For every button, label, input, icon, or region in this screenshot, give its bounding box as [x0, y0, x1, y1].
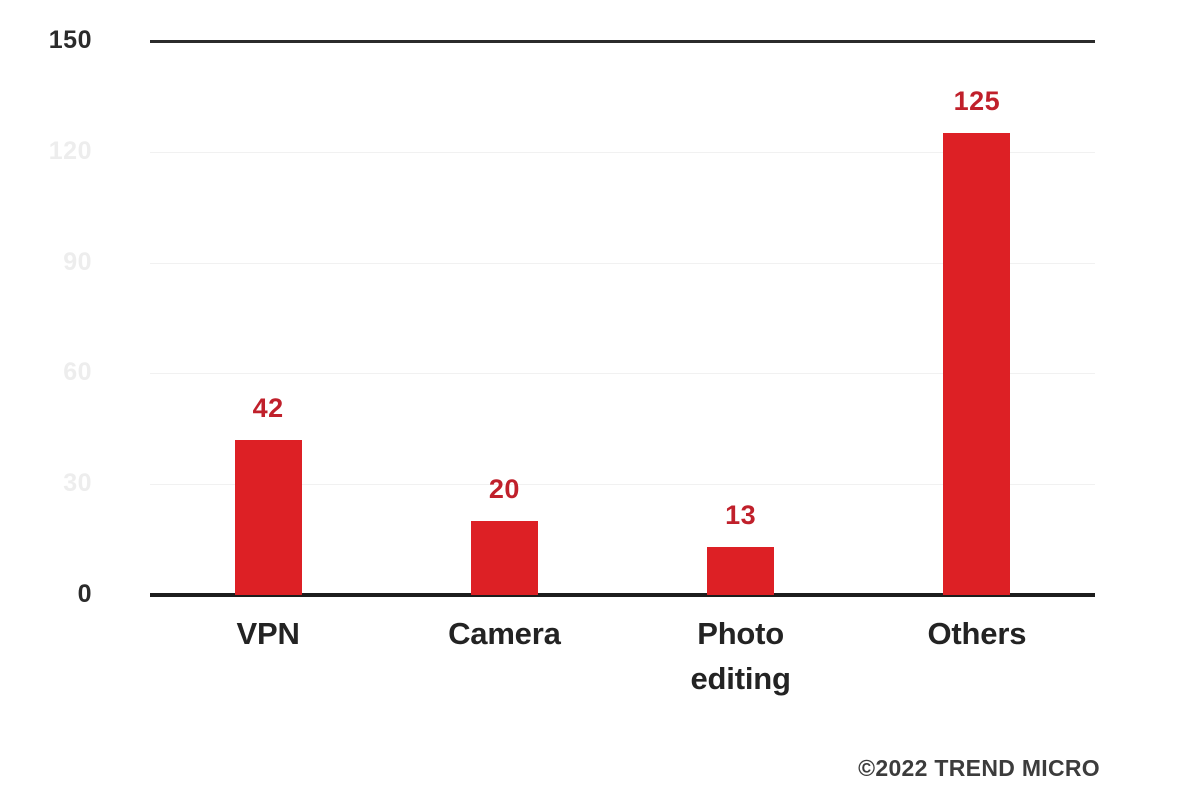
bar-value-label-photo-editing: 13	[725, 499, 757, 530]
y-axis-tick-label-30: 30	[63, 469, 92, 498]
gridline-150	[150, 40, 1095, 43]
x-axis-category-label-others: Others	[867, 612, 1087, 657]
x-axis-category-line: VPN	[236, 616, 300, 651]
y-axis-tick-label-90: 90	[63, 247, 92, 276]
y-axis-tick-label-150: 150	[48, 26, 92, 54]
bar-vpn[interactable]	[234, 439, 302, 595]
bar-camera[interactable]	[470, 521, 538, 595]
bar-value-label-vpn: 42	[252, 392, 284, 423]
bar-value-label-camera: 20	[488, 474, 520, 505]
copyright-credit: ©2022 TREND MICRO	[858, 755, 1100, 781]
x-axis-category-label-vpn: VPN	[158, 612, 378, 657]
bar-photo-editing[interactable]	[707, 547, 775, 595]
x-axis-category-label-camera: Camera	[394, 612, 614, 657]
x-axis-category-line: Camera	[448, 616, 561, 651]
x-axis-category-line: Photo	[697, 616, 785, 651]
y-axis-tick-label-120: 120	[48, 136, 92, 165]
gridline-30	[150, 484, 1095, 486]
gridline-60	[150, 373, 1095, 375]
x-axis-category-line: Others	[927, 616, 1027, 651]
bar-others[interactable]	[943, 133, 1011, 595]
gridline-90	[150, 262, 1095, 264]
x-axis-category-label-photo-editing: Photo editing	[631, 612, 851, 702]
plot-area	[150, 40, 1095, 597]
x-axis-category-line: editing	[690, 660, 791, 696]
bar-value-label-others: 125	[953, 86, 1001, 117]
gridline-120	[150, 151, 1095, 153]
gridline-0	[150, 593, 1095, 597]
y-axis-tick-label-60: 60	[63, 358, 92, 387]
y-axis-tick-label-0: 0	[77, 580, 92, 608]
